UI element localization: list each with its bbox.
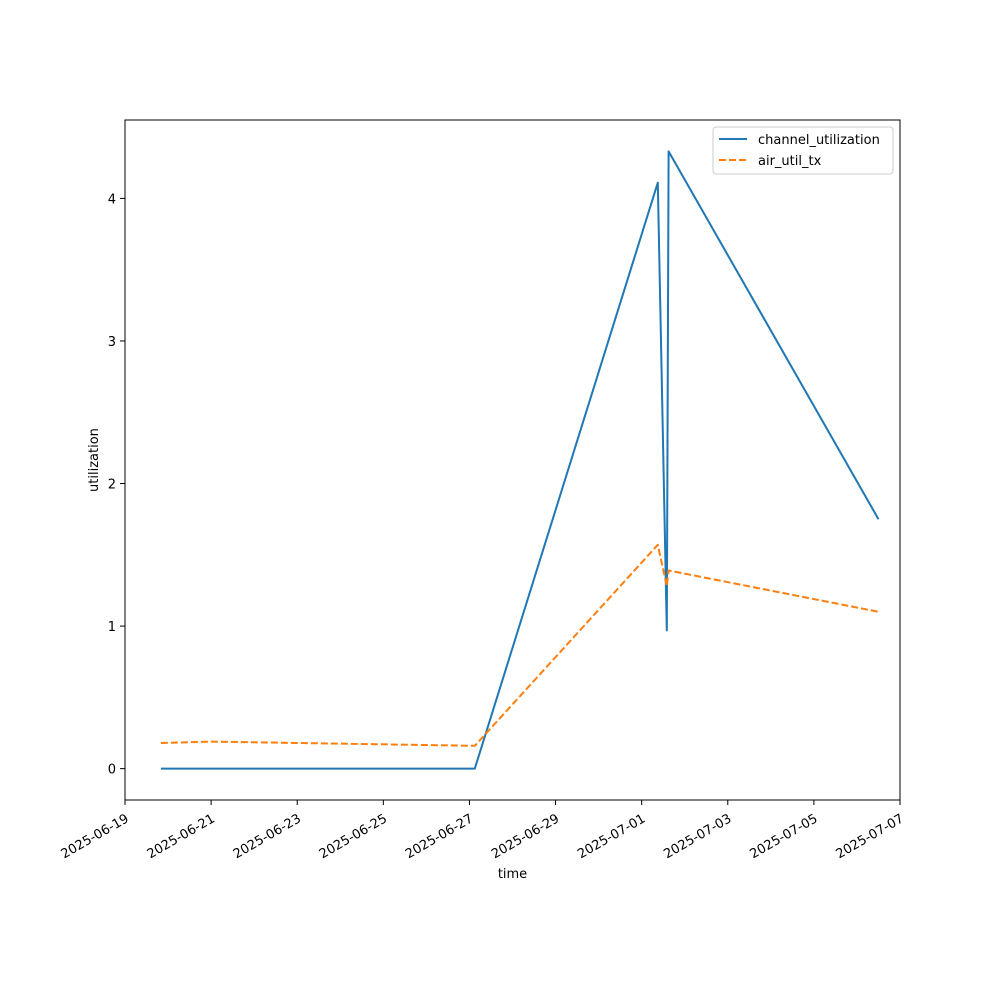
x-tick-label: 2025-06-25: [317, 811, 390, 862]
series-line-air_util_tx: [160, 543, 879, 747]
y-tick-label: 4: [108, 192, 116, 207]
series-layer: [160, 150, 880, 770]
x-axis-title: time: [498, 867, 527, 882]
legend-label-channel_utilization: channel_utilization: [758, 133, 880, 148]
y-axis-title: utilization: [87, 428, 102, 492]
legend-box: [712, 126, 894, 175]
y-tick-label: 2: [108, 478, 116, 493]
x-tick-label: 2025-07-03: [661, 811, 734, 862]
x-tick-label: 2025-07-01: [575, 811, 648, 862]
legend: channel_utilization air_util_tx: [712, 126, 894, 175]
x-tick-label: 2025-06-21: [145, 811, 218, 862]
x-tick-label: 2025-06-27: [403, 811, 476, 862]
series-line-channel_utilization: [160, 150, 880, 770]
x-tick-label: 2025-06-19: [59, 811, 132, 862]
y-tick-label: 1: [108, 620, 116, 635]
y-axis: 0 1 2 3 4: [108, 192, 125, 778]
y-tick-label: 3: [108, 335, 116, 350]
x-tick-label: 2025-06-23: [231, 811, 304, 862]
x-axis: 2025-06-19 2025-06-21 2025-06-23 2025-06-25…: [59, 800, 907, 862]
legend-label-air_util_tx: air_util_tx: [758, 154, 822, 169]
x-tick-label: 2025-07-07: [834, 811, 907, 862]
plot-area-frame: [124, 119, 901, 801]
y-tick-label: 0: [108, 763, 116, 778]
x-tick-label: 2025-06-29: [489, 811, 562, 862]
x-tick-label: 2025-07-05: [747, 811, 820, 862]
